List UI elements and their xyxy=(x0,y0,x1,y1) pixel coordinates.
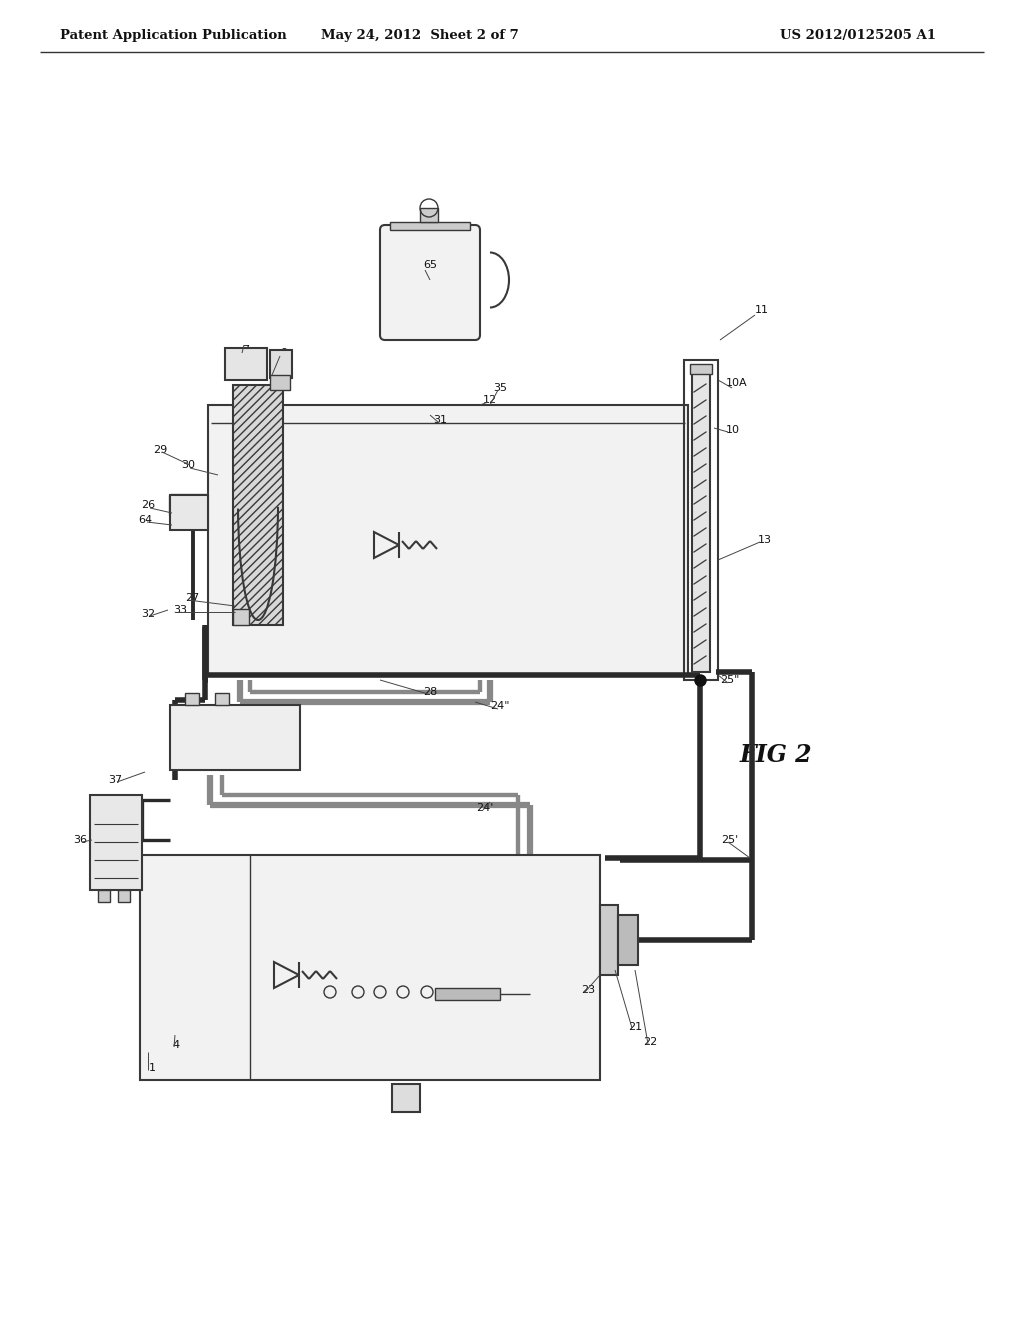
Bar xyxy=(170,705,300,770)
Text: 33: 33 xyxy=(173,605,187,615)
Bar xyxy=(98,890,110,902)
Bar xyxy=(618,915,638,965)
Text: 36: 36 xyxy=(73,836,87,845)
Text: 27: 27 xyxy=(185,593,199,603)
Text: 23: 23 xyxy=(581,985,595,995)
Bar xyxy=(690,364,712,374)
Text: 9: 9 xyxy=(281,348,288,358)
Bar xyxy=(170,495,208,531)
Text: 32: 32 xyxy=(141,609,155,619)
Text: 65: 65 xyxy=(423,260,437,271)
Text: 28: 28 xyxy=(423,686,437,697)
Bar xyxy=(692,370,710,672)
Text: 1: 1 xyxy=(148,1063,156,1073)
Bar xyxy=(392,1084,420,1111)
Text: May 24, 2012  Sheet 2 of 7: May 24, 2012 Sheet 2 of 7 xyxy=(322,29,519,41)
Text: 4: 4 xyxy=(261,733,267,743)
Text: 25': 25' xyxy=(721,836,738,845)
Bar xyxy=(215,693,229,705)
Text: 12: 12 xyxy=(483,395,497,405)
Text: 22: 22 xyxy=(643,1038,657,1047)
Text: 35: 35 xyxy=(493,383,507,393)
Bar xyxy=(435,987,500,1001)
Text: 24': 24' xyxy=(476,803,494,813)
Bar xyxy=(233,609,249,624)
Text: 7: 7 xyxy=(243,345,250,355)
Bar xyxy=(118,890,130,902)
Text: 64: 64 xyxy=(138,515,152,525)
Bar xyxy=(420,209,438,222)
FancyBboxPatch shape xyxy=(380,224,480,341)
Text: 29: 29 xyxy=(153,445,167,455)
Bar xyxy=(140,855,600,1080)
Text: US 2012/0125205 A1: US 2012/0125205 A1 xyxy=(780,29,936,41)
Text: 11: 11 xyxy=(755,305,769,315)
Bar xyxy=(390,222,470,230)
Text: 37: 37 xyxy=(108,775,122,785)
Text: 30: 30 xyxy=(181,459,195,470)
Bar xyxy=(684,360,718,680)
Bar xyxy=(185,693,199,705)
Bar xyxy=(600,906,618,975)
Text: 21: 21 xyxy=(628,1022,642,1032)
Text: 26: 26 xyxy=(141,500,155,510)
Text: 3: 3 xyxy=(232,733,240,743)
Bar xyxy=(225,348,267,380)
Text: 31: 31 xyxy=(433,414,447,425)
Bar xyxy=(270,375,290,389)
Text: 10A: 10A xyxy=(726,378,748,388)
Text: Patent Application Publication: Patent Application Publication xyxy=(60,29,287,41)
Text: 1: 1 xyxy=(177,733,183,743)
Text: 2: 2 xyxy=(205,733,211,743)
Bar xyxy=(270,350,292,378)
Bar xyxy=(233,385,283,624)
Text: 24": 24" xyxy=(490,701,510,711)
Text: 10: 10 xyxy=(726,425,740,436)
Text: 13: 13 xyxy=(758,535,772,545)
Text: 4: 4 xyxy=(172,1040,179,1049)
Bar xyxy=(208,405,688,675)
Text: 25": 25" xyxy=(720,675,739,685)
Bar xyxy=(90,795,142,890)
Text: FIG 2: FIG 2 xyxy=(740,743,813,767)
